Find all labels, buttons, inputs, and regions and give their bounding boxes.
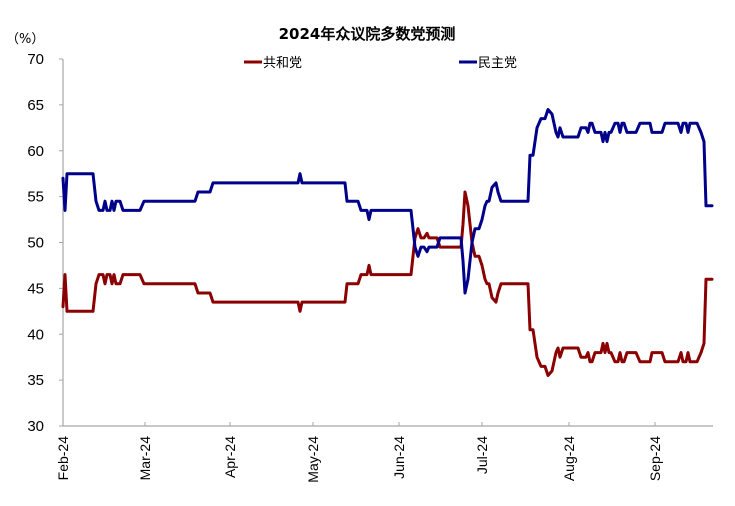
x-tick-label: Aug-24 [561,436,577,481]
legend-item-republican: 共和党 [244,56,302,71]
x-tick-label: Feb-24 [55,436,71,481]
y-tick-label: 70 [27,51,44,68]
legend-label-republican: 共和党 [263,56,302,71]
x-tick-label: Sep-24 [647,436,663,481]
x-tick-label: Jun-24 [391,436,407,479]
x-tick-label: Mar-24 [137,436,153,481]
legend: 共和党 民主党 [244,56,517,71]
y-tick-label: 35 [27,372,44,389]
legend-item-democratic: 民主党 [459,56,517,71]
y-tick-label: 50 [27,235,44,252]
y-axis-ticks: 30 35 40 45 50 55 60 65 70 [27,51,63,435]
x-tick-label: Apr-24 [222,436,238,478]
y-tick-label: 65 [27,97,44,114]
line-democratic [61,108,714,295]
y-tick-label: 55 [27,189,44,206]
y-tick-label: 45 [27,280,44,297]
line-republican [61,190,714,377]
x-axis-ticks: Feb-24 Mar-24 Apr-24 May-24 Jun-24 Jul-24 Aug-… [55,422,663,483]
axes: 30 35 40 45 50 55 60 65 70 Feb-24 Mar-24 Apr-24 May… [27,51,713,483]
x-tick-label: May-24 [305,436,321,483]
y-tick-label: 40 [27,326,44,343]
legend-label-democratic: 民主党 [478,56,517,71]
x-tick-label: Jul-24 [474,436,490,474]
chart-title: 2024年众议院多数党预测 [279,25,456,43]
y-tick-label: 30 [27,418,44,435]
series-lines [61,108,714,377]
y-axis-unit-label: （%） [6,32,44,47]
y-tick-label: 60 [27,143,44,160]
